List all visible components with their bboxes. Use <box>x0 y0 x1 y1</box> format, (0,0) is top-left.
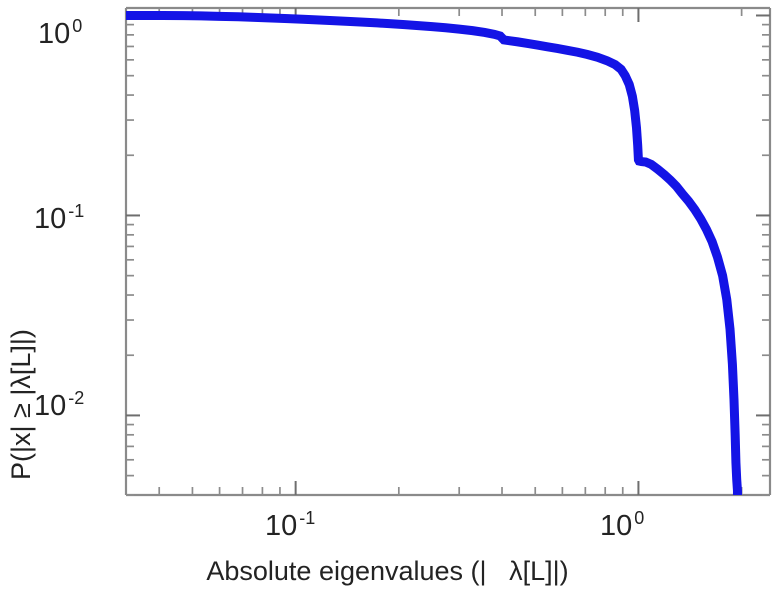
y-ticklabel-1e0: 10 0 <box>38 16 83 50</box>
x-ticklabel-1e0: 10 0 <box>600 508 645 542</box>
axis-frame <box>124 6 772 497</box>
y-axis-ticks <box>126 14 770 496</box>
y-axis-label: P(|x| ≥ |λ[L]|) <box>6 329 36 480</box>
x-ticklabel-1e-1: 10 -1 <box>265 508 316 542</box>
ccdf-curve <box>126 10 742 495</box>
y-ticklabel-1e-2: 10 -2 <box>34 388 85 422</box>
y-ticklabel-1e-1: 10 -1 <box>34 201 85 235</box>
x-axis-label: Absolute eigenvalues (| λ[L]|) <box>206 556 569 586</box>
x-axis-ticks <box>158 8 743 495</box>
